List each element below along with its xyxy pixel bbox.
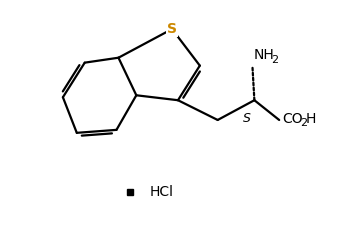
Text: HCl: HCl [149,185,173,199]
Text: 2: 2 [300,118,307,128]
Text: S: S [243,112,250,125]
Text: NH: NH [253,48,274,62]
Text: CO: CO [282,112,303,126]
Text: H: H [306,112,316,126]
Text: S: S [167,22,177,36]
Text: 2: 2 [271,55,279,65]
